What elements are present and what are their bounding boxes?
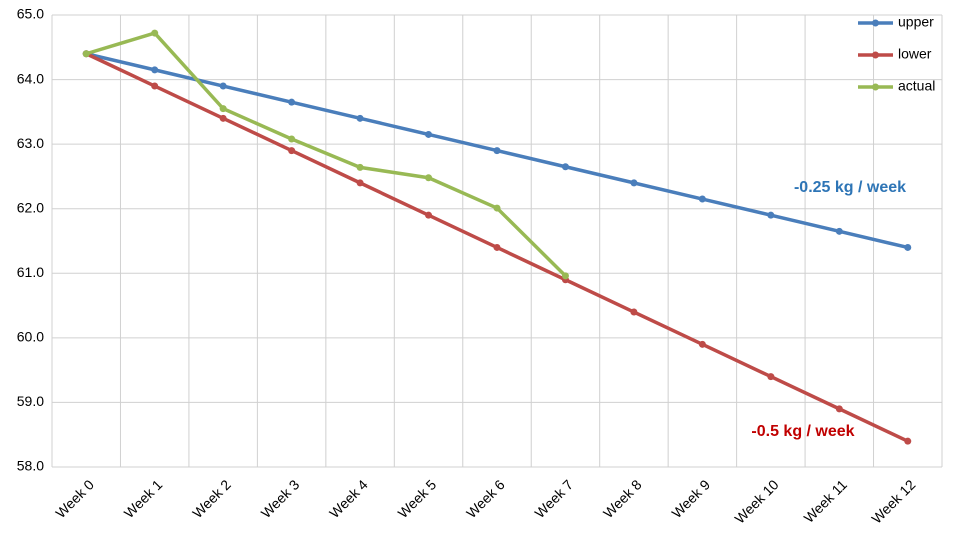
legend-marker (872, 83, 879, 91)
annotation: -0.25 kg / week (794, 179, 906, 196)
point (493, 204, 501, 212)
x-tick-label: Week 4 (326, 476, 371, 521)
point (835, 405, 843, 413)
point (835, 227, 843, 235)
y-tick-label: 62.0 (17, 199, 44, 215)
point (288, 147, 296, 155)
y-tick-label: 65.0 (17, 6, 44, 22)
legend-label: actual (898, 78, 935, 94)
point (151, 29, 159, 37)
y-tick-label: 58.0 (17, 458, 44, 474)
point (425, 174, 433, 182)
point (561, 272, 569, 280)
legend-label: upper (898, 14, 934, 30)
point (561, 163, 569, 171)
point (698, 340, 706, 348)
x-tick-label: Week 11 (801, 476, 851, 526)
x-tick-label: Week 3 (258, 476, 303, 521)
y-tick-label: 61.0 (17, 264, 44, 280)
point (356, 179, 364, 187)
x-tick-label: Week 1 (121, 476, 166, 521)
x-tick-label: Week 10 (731, 476, 781, 526)
x-tick-label: Week 7 (531, 476, 576, 521)
point (288, 98, 296, 106)
x-tick-label: Week 5 (395, 476, 440, 521)
point (493, 147, 501, 155)
point (356, 163, 364, 171)
point (82, 50, 90, 58)
point (219, 105, 227, 113)
x-tick-label: Week 8 (600, 476, 645, 521)
point (288, 135, 296, 143)
point (151, 66, 159, 74)
legend-label: lower (898, 46, 932, 62)
y-tick-label: 63.0 (17, 135, 44, 151)
point (904, 437, 912, 445)
x-tick-label: Week 0 (52, 476, 97, 521)
point (767, 373, 775, 381)
point (151, 82, 159, 90)
point (767, 211, 775, 219)
y-tick-label: 60.0 (17, 329, 44, 345)
y-tick-label: 59.0 (17, 393, 44, 409)
point (425, 130, 433, 138)
series-line (85, 31, 567, 278)
legend-marker (872, 19, 879, 27)
annotation: -0.5 kg / week (751, 423, 854, 440)
y-tick-label: 64.0 (17, 70, 44, 86)
point (219, 114, 227, 122)
x-tick-label: Week 12 (868, 476, 918, 526)
point (698, 195, 706, 203)
x-tick-label: Week 9 (668, 476, 713, 521)
x-tick-label: Week 6 (463, 476, 508, 521)
point (904, 243, 912, 251)
point (630, 179, 638, 187)
point (219, 82, 227, 90)
point (630, 308, 638, 316)
x-tick-label: Week 2 (189, 476, 234, 521)
point (356, 114, 364, 122)
point (493, 243, 501, 251)
point (425, 211, 433, 219)
legend-marker (872, 51, 879, 59)
